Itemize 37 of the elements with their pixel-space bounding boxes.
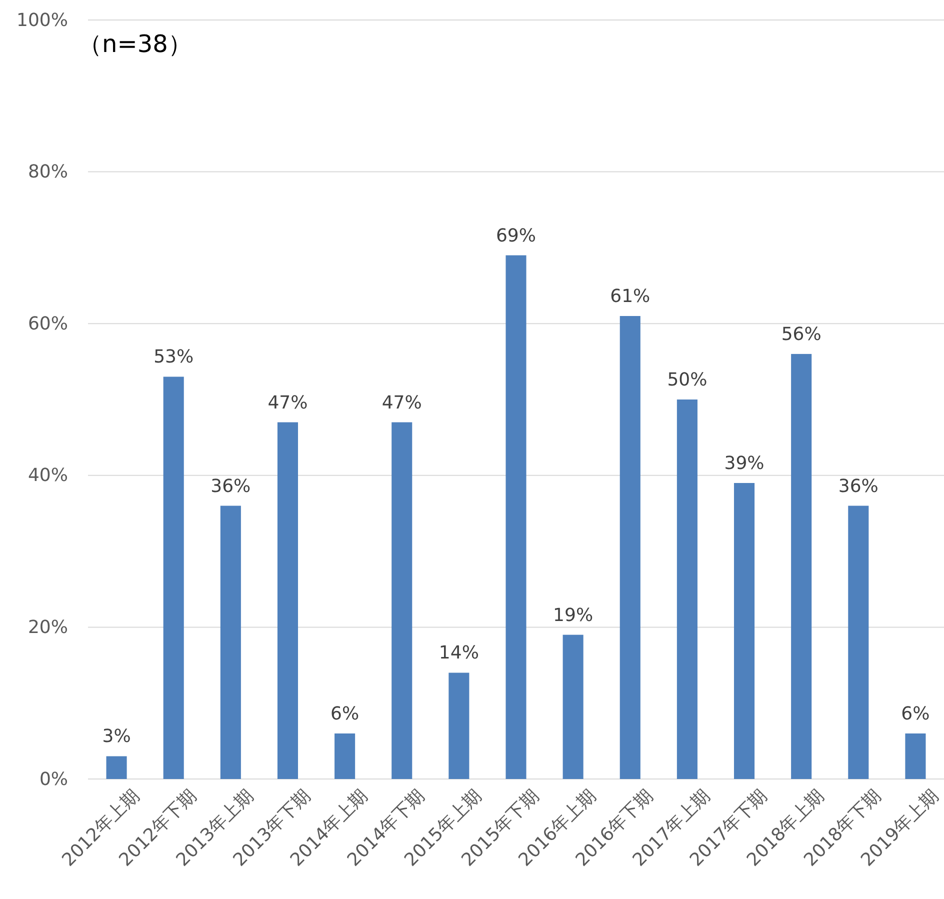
bar	[220, 506, 241, 779]
bar	[734, 482, 755, 779]
bar	[905, 733, 926, 779]
bar	[620, 316, 640, 779]
y-tick-label: 20%	[28, 616, 68, 638]
data-label: 61%	[610, 286, 650, 308]
data-label: 3%	[102, 726, 131, 748]
y-tick-label: 40%	[28, 465, 68, 486]
bar	[163, 376, 184, 779]
bar	[562, 634, 584, 779]
bar	[277, 422, 298, 779]
y-tick-label: 80%	[28, 162, 68, 183]
data-label: 39%	[724, 452, 764, 474]
data-label: 6%	[901, 703, 930, 724]
annotation: （n=38）	[78, 30, 192, 58]
bar	[848, 506, 869, 779]
data-label: 47%	[382, 392, 422, 414]
bar	[791, 354, 812, 779]
bar	[506, 255, 526, 779]
y-tick-label: 60%	[28, 313, 68, 334]
data-label: 36%	[838, 476, 878, 497]
bar	[106, 756, 127, 779]
bar	[676, 400, 698, 779]
data-label: 56%	[781, 324, 822, 345]
data-label: 50%	[667, 370, 708, 390]
data-label: 19%	[553, 604, 594, 626]
y-tick-label: 0%	[39, 768, 68, 790]
bar	[334, 733, 356, 779]
y-tick-label: 100%	[16, 10, 68, 31]
data-label: 6%	[330, 703, 360, 724]
data-label: 14%	[438, 642, 479, 664]
data-label: 69%	[496, 225, 536, 246]
bar	[448, 672, 470, 779]
data-label: 47%	[268, 392, 308, 414]
data-label: 36%	[210, 476, 251, 497]
data-label: 53%	[154, 346, 194, 368]
bar	[392, 422, 412, 779]
